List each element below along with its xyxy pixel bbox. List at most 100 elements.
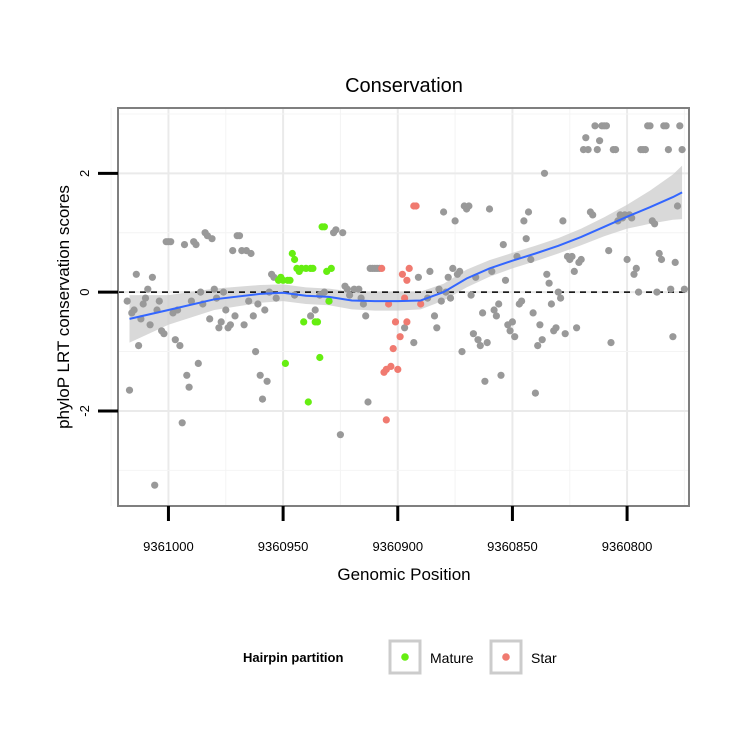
point-other [554,288,562,296]
point-other [481,377,489,385]
point-other [437,297,445,305]
point-other [261,306,269,314]
point-other [630,270,638,278]
point-other [589,211,597,219]
point-other [185,383,193,391]
point-mature [327,264,335,272]
point-other [501,276,510,284]
point-other [364,398,372,406]
point-other [508,318,516,326]
point-other [596,137,604,145]
point-other [229,247,237,255]
point-mature [291,255,299,264]
point-star [403,318,411,326]
confidence-band [129,165,683,343]
point-other [451,217,459,225]
point-other [339,229,347,237]
point-other [467,291,475,299]
y-tick-label: 2 [77,170,92,177]
point-other [141,294,150,302]
point-other [130,306,138,314]
point-other [518,297,526,305]
point-star [417,300,425,308]
point-other [332,226,340,234]
point-other [171,336,179,344]
point-star [412,202,420,210]
point-other [662,122,670,130]
point-other [263,377,271,385]
point-other [458,348,466,356]
point-other [483,339,491,347]
point-other [582,134,590,142]
point-other [506,327,514,335]
x-axis: 9361000 9360950 9360900 9360850 9360800 [143,506,652,554]
point-other [646,122,654,130]
x-tick-label: 9360850 [487,539,538,554]
point-other [194,359,202,367]
point-other [543,270,551,278]
point-other [545,279,553,287]
point-other [123,297,131,305]
point-other [623,255,631,264]
point-star [387,362,395,370]
point-other [474,336,482,344]
point-other [180,241,189,249]
legend-dot-mature [401,653,409,661]
point-other [651,220,659,228]
point-other [208,235,216,243]
point-other [139,300,147,308]
point-mature [325,297,333,305]
point-other [258,395,267,403]
point-other [671,258,679,266]
point-mature [309,264,317,272]
point-other [430,312,439,320]
point-other [511,333,519,341]
point-other [178,419,186,427]
point-other [568,252,576,261]
confidence-band-area [129,165,683,343]
point-other [673,202,682,210]
point-other [254,300,262,308]
point-other [256,371,264,379]
point-star [405,264,413,272]
x-tick-label: 9360800 [602,539,653,554]
point-other [444,273,452,281]
point-mature [286,276,294,284]
point-other [492,312,500,320]
point-other [435,285,443,293]
point-other [607,339,615,347]
point-other [449,264,457,272]
point-mature [316,353,324,362]
point-other [146,321,154,329]
point-other [440,208,448,216]
point-other [167,238,175,246]
point-other [547,300,556,308]
point-other [426,267,434,275]
point-star [391,318,400,326]
point-other [132,270,140,278]
point-other [657,255,666,264]
point-other [151,481,159,489]
point-other [355,285,363,293]
point-other [632,264,640,272]
point-other [664,146,673,154]
point-star [398,270,406,278]
point-other [678,146,686,154]
point-other [653,288,661,296]
point-other [536,321,544,329]
point-other [215,324,223,332]
point-star [382,416,390,424]
point-other [265,288,273,296]
point-other [410,339,418,347]
point-other [495,300,503,308]
legend-dot-star [502,653,510,661]
legend-label-star: Star [531,650,557,666]
point-other [584,146,592,154]
point-other [359,300,367,308]
point-other [160,330,168,338]
point-other [577,255,585,264]
point-other [641,146,650,154]
point-other [669,333,677,341]
point-other [561,330,569,338]
